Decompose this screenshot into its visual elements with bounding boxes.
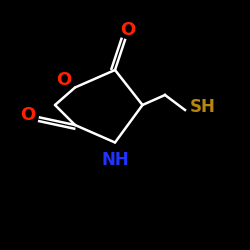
Text: O: O — [20, 106, 35, 124]
Text: O: O — [56, 71, 72, 89]
Text: SH: SH — [190, 98, 216, 116]
Text: O: O — [120, 21, 135, 39]
Text: NH: NH — [101, 151, 129, 169]
